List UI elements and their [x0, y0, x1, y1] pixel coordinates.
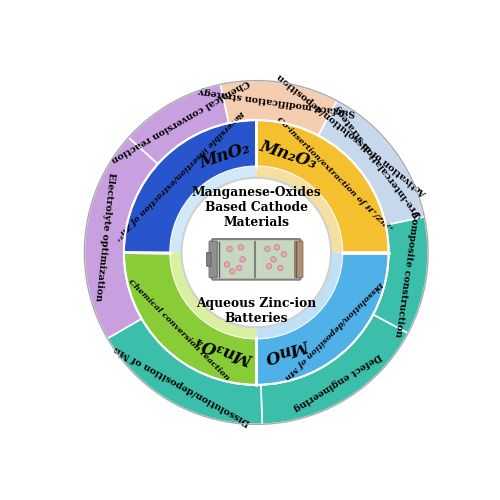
Text: Chemical conversion reaction: Chemical conversion reaction: [110, 78, 251, 164]
Wedge shape: [170, 166, 256, 252]
FancyBboxPatch shape: [209, 241, 217, 278]
Text: Mn₂O₃: Mn₂O₃: [257, 138, 319, 172]
Text: Reversible insertion/extraction of Zn²⁺: Reversible insertion/extraction of Zn²⁺: [112, 108, 246, 242]
Wedge shape: [256, 120, 388, 252]
Text: Manganese-Oxides
Based Cathode
Materials: Manganese-Oxides Based Cathode Materials: [192, 186, 321, 230]
Wedge shape: [128, 84, 228, 164]
Wedge shape: [124, 252, 256, 385]
Text: Activation of dissolution/deposition: Activation of dissolution/deposition: [276, 71, 428, 198]
Text: Co-insertion/extraction of H⁺/Zn²⁺: Co-insertion/extraction of H⁺/Zn²⁺: [274, 116, 393, 234]
Text: Surface modification strategy: Surface modification strategy: [198, 86, 356, 118]
Text: Dissolution/deposition of Mn: Dissolution/deposition of Mn: [112, 344, 252, 427]
FancyBboxPatch shape: [295, 241, 303, 278]
Text: Dissolution/deposition of Mn: Dissolution/deposition of Mn: [283, 279, 385, 381]
Text: Aqueous Zinc-ion
Batteries: Aqueous Zinc-ion Batteries: [196, 297, 316, 325]
Wedge shape: [108, 318, 262, 424]
Circle shape: [266, 264, 272, 269]
Wedge shape: [84, 138, 158, 338]
Text: MnO: MnO: [264, 334, 312, 365]
Wedge shape: [256, 166, 342, 252]
FancyBboxPatch shape: [206, 252, 211, 266]
Wedge shape: [261, 314, 408, 424]
Wedge shape: [220, 80, 337, 136]
Circle shape: [264, 246, 270, 252]
Circle shape: [227, 246, 232, 252]
Wedge shape: [170, 252, 256, 338]
Circle shape: [270, 256, 276, 262]
Wedge shape: [373, 217, 428, 333]
Circle shape: [224, 262, 230, 268]
Circle shape: [230, 268, 235, 274]
Circle shape: [236, 265, 242, 270]
Wedge shape: [256, 252, 388, 385]
Circle shape: [281, 252, 286, 257]
Text: Pre-intercalation strategy: Pre-intercalation strategy: [332, 103, 423, 219]
Text: MnO₂: MnO₂: [197, 139, 252, 172]
Text: Defect engineering: Defect engineering: [292, 350, 382, 412]
Text: Chemical conversion reaction: Chemical conversion reaction: [126, 278, 231, 382]
Wedge shape: [124, 120, 256, 252]
Wedge shape: [256, 80, 424, 225]
Text: Mn₃O₄: Mn₃O₄: [194, 332, 256, 367]
Text: Composite construction: Composite construction: [394, 210, 420, 338]
Circle shape: [278, 265, 283, 270]
Wedge shape: [256, 252, 342, 338]
FancyBboxPatch shape: [212, 239, 300, 280]
Wedge shape: [318, 100, 424, 225]
Circle shape: [240, 256, 245, 262]
Circle shape: [182, 178, 331, 328]
Circle shape: [274, 244, 280, 250]
Circle shape: [238, 244, 244, 250]
Text: Electrolyte optimization: Electrolyte optimization: [94, 172, 116, 302]
